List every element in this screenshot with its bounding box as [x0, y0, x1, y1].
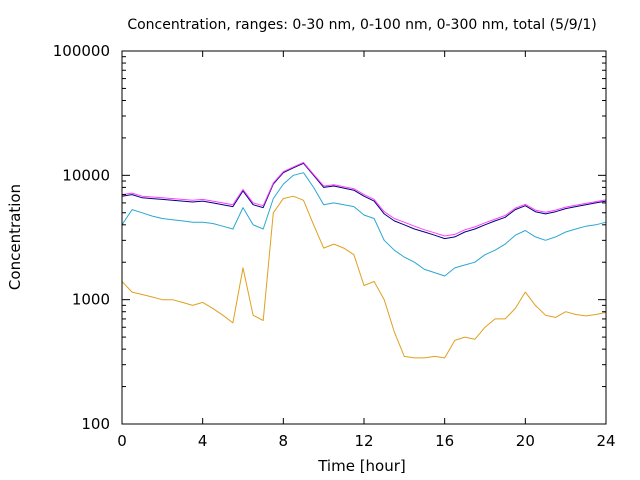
x-tick-label: 24 [596, 432, 615, 450]
x-tick-label: 16 [435, 432, 454, 450]
y-tick-label: 100 [81, 415, 110, 433]
series-line-3 [121, 162, 607, 240]
series-layer [121, 161, 607, 359]
y-tick-label: 1000 [72, 291, 110, 309]
chart-title: Concentration, ranges: 0-30 nm, 0-100 nm… [127, 17, 596, 33]
x-tick-label: 20 [516, 432, 535, 450]
series-line-1 [121, 195, 607, 359]
y-tick-label: 10000 [62, 166, 110, 184]
y-tick-label: 100000 [53, 42, 110, 60]
series-line-4 [121, 161, 607, 237]
x-tick-label: 8 [279, 432, 289, 450]
y-axis-title: Concentration [6, 184, 24, 290]
series-line-2 [121, 172, 607, 277]
x-tick-label: 12 [354, 432, 373, 450]
x-tick-label: 4 [198, 432, 208, 450]
x-tick-label: 0 [117, 432, 127, 450]
plot-frame [121, 50, 607, 425]
x-axis-title: Time [hour] [317, 457, 406, 475]
tick-layer: 0 4 8 12 16 20 24 100 1000 10000 100000 [53, 42, 616, 450]
